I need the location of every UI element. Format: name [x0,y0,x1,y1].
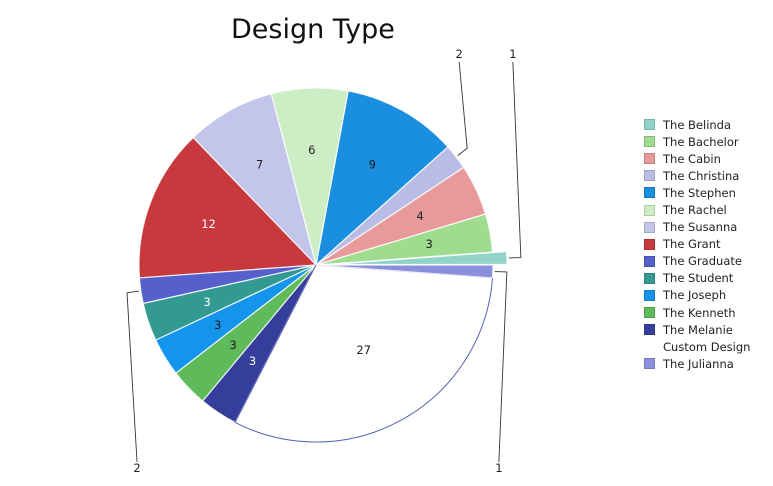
legend-swatch [644,272,655,284]
pie-slice-the-grant [138,136,318,279]
legend-label: The Student [663,271,734,286]
legend-swatch [644,358,655,370]
data-label-the-graduate: 2 [133,461,140,475]
legend-swatch [644,136,655,148]
legend-label: The Belinda [663,117,732,132]
legend-swatch [644,153,655,165]
legend-swatch [644,324,655,336]
legend-item: The Christina [644,167,769,184]
legend-label: The Bachelor [663,134,739,149]
legend-item: The Cabin [644,150,769,167]
data-label-the-cabin: 4 [417,209,424,223]
legend-item: The Student [644,270,769,287]
leader-line-the-belinda [508,61,522,259]
data-label-the-melanie: 3 [249,354,256,368]
leader-line-the-graduate [126,290,139,463]
data-label-the-grant: 12 [201,217,216,231]
data-label-the-rachel: 6 [308,143,315,157]
legend-label: The Stephen [663,185,736,200]
legend-swatch [644,307,655,319]
legend-label: The Graduate [663,254,742,269]
data-label-the-joseph: 3 [214,318,221,332]
legend-label: The Rachel [663,203,727,218]
chart-title: Design Type [231,14,395,45]
legend-item: The Julianna [644,355,769,372]
legend-item: The Rachel [644,201,769,218]
data-label-the-christina: 2 [456,47,463,61]
data-label-custom-design: 27 [356,343,371,357]
legend-swatch [644,289,655,301]
legend-label: The Cabin [663,151,721,166]
pie-slice-the-julianna [315,264,494,279]
legend-swatch [644,255,655,267]
legend-swatch [644,170,655,182]
legend-label: The Grant [663,237,721,252]
legend-label: The Christina [663,168,740,183]
leader-line-the-julianna [494,271,508,463]
legend-label: The Joseph [663,288,727,303]
legend-swatch [644,238,655,250]
legend-item: Custom Design [644,338,769,355]
legend-item: The Bachelor [644,133,769,150]
pie-slice-the-stephen [315,90,449,267]
data-label-the-bachelor: 3 [425,237,432,251]
pie-slice-the-susanna [192,93,318,268]
legend-swatch [644,204,655,216]
data-label-the-kenneth: 3 [230,338,237,352]
legend-label: The Susanna [663,220,738,235]
data-label-the-susanna: 7 [256,158,263,172]
leader-line-the-christina [457,61,468,156]
legend-label: Custom Design [663,339,751,354]
legend-label: The Melanie [663,322,733,337]
legend-item: The Graduate [644,253,769,270]
pie-slice-custom-design [234,264,494,443]
legend-swatch [644,119,655,131]
legend-item: The Susanna [644,219,769,236]
legend-item: The Grant [644,236,769,253]
legend-label: The Kenneth [663,305,736,320]
data-label-the-belinda: 1 [509,47,516,61]
legend-swatch [644,187,655,199]
legend-swatch [644,341,655,352]
data-label-the-student: 3 [203,295,210,309]
legend-item: The Stephen [644,184,769,201]
legend-label: The Julianna [663,356,734,371]
data-label-the-julianna: 1 [495,461,502,475]
chart-legend: The Belinda The Bachelor The Cabin The Chri… [644,116,769,372]
legend-item: The Melanie [644,321,769,338]
legend-item: The Joseph [644,287,769,304]
legend-swatch [644,221,655,233]
legend-item: The Kenneth [644,304,769,321]
legend-item: The Belinda [644,116,769,133]
data-label-the-stephen: 9 [369,158,376,172]
